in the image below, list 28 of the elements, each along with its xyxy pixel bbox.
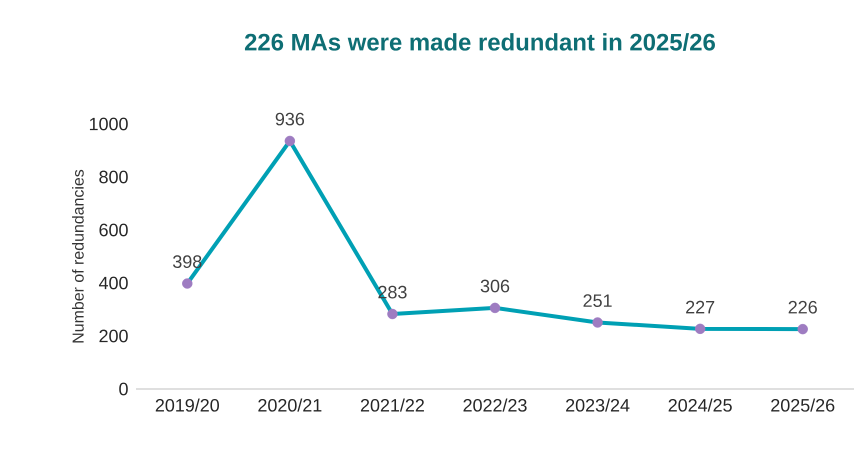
y-tick-label: 0 [119,382,128,396]
point [694,324,706,334]
point [592,317,603,328]
x-tick-label: 2025/26 [771,398,834,412]
point [284,136,296,146]
x-tick-label: 2019/20 [156,398,219,412]
data-label: 251 [584,294,612,307]
y-axis-title: Number of redundancies [72,170,84,342]
data-label: 306 [480,280,510,292]
x-tick-label: 2021/22 [360,398,424,412]
y-tick-label: 200 [99,330,128,342]
y-tick-label: 600 [99,224,128,236]
x-tick-label: 2024/25 [668,398,732,412]
point [387,308,398,320]
data-label: 936 [276,112,304,126]
chart-title: 226 MAs were made redundant in 2025/26 [244,33,715,51]
point [490,302,500,314]
point [182,278,192,289]
x-tick-label: 2023/24 [566,398,630,412]
y-tick-label: 400 [98,276,128,290]
y-tick-label: 1000 [90,118,128,130]
data-label: 398 [173,255,202,268]
x-tick-label: 2020/21 [258,398,322,412]
point [798,324,808,334]
x-tick-label: 2022/23 [464,398,527,412]
y-tick-label: 800 [99,170,128,184]
data-label: 227 [686,300,714,314]
data-label: 226 [788,300,817,314]
